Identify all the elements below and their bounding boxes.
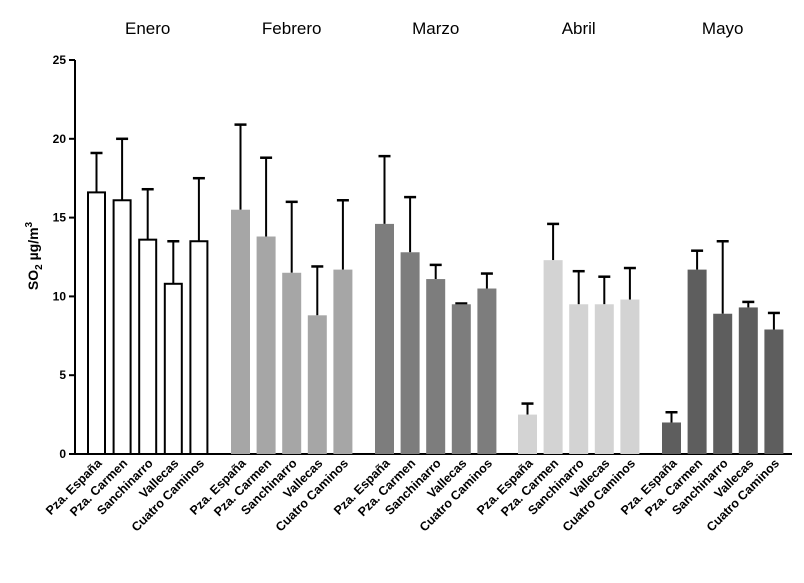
bar	[375, 223, 394, 454]
bar	[333, 269, 353, 454]
bar	[662, 422, 681, 454]
bar	[543, 260, 563, 454]
bar	[189, 240, 209, 455]
bar	[138, 238, 158, 455]
bar	[620, 299, 640, 454]
bar	[687, 269, 707, 454]
bar	[87, 191, 106, 455]
month-label: Enero	[125, 19, 170, 38]
bar	[163, 282, 183, 455]
bar	[569, 304, 589, 454]
bar	[764, 329, 784, 454]
bar	[426, 279, 446, 454]
y-tick-label: 25	[53, 53, 67, 67]
bar	[400, 252, 420, 454]
bar	[451, 304, 471, 454]
month-label: Marzo	[412, 19, 459, 38]
bar	[282, 272, 302, 454]
y-tick-label: 20	[53, 132, 67, 146]
bar	[112, 199, 132, 455]
bar	[256, 236, 276, 454]
y-axis-label: SO2 µg/m3	[24, 221, 45, 290]
bar	[738, 307, 758, 454]
y-tick-label: 10	[53, 289, 67, 303]
bar	[477, 288, 497, 454]
month-label: Abril	[562, 19, 596, 38]
bar	[713, 313, 733, 454]
y-tick-label: 5	[59, 368, 66, 382]
month-label: Febrero	[262, 19, 322, 38]
bar	[518, 414, 537, 454]
y-tick-label: 15	[53, 211, 67, 225]
month-label: Mayo	[702, 19, 744, 38]
bar	[307, 315, 327, 454]
bars	[87, 123, 784, 455]
bar	[231, 209, 250, 454]
y-tick-label: 0	[59, 447, 66, 461]
bar	[594, 304, 614, 454]
